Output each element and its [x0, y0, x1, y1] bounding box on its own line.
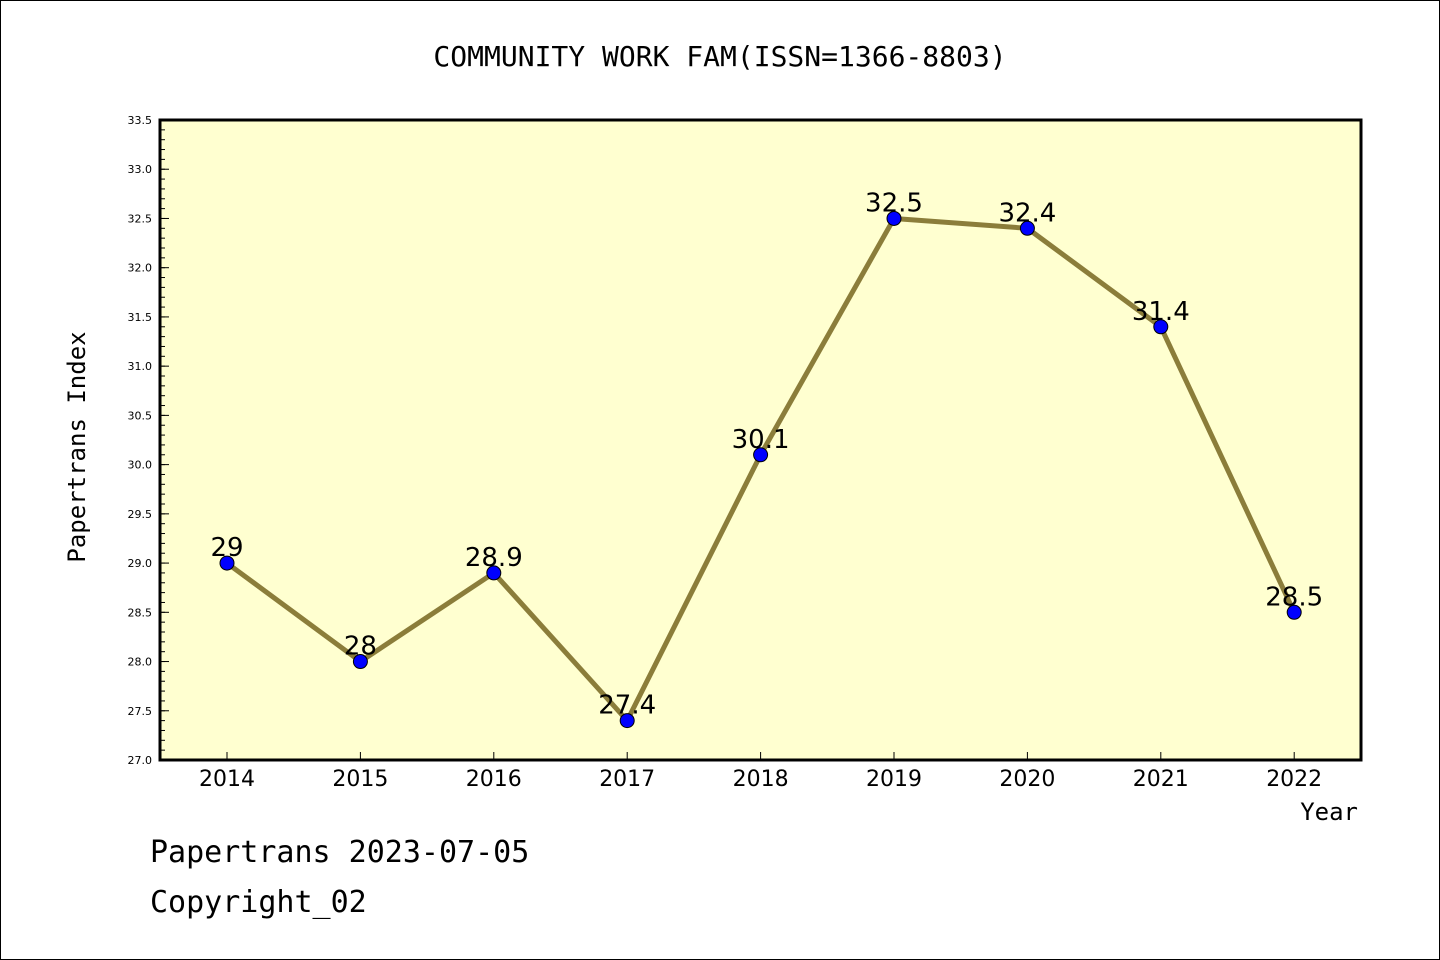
- y-tick-label: 32.0: [128, 262, 153, 275]
- y-tick-label: 28.5: [128, 606, 153, 619]
- data-point: [619, 713, 635, 729]
- plot-area: [158, 118, 1363, 762]
- data-label: 28.9: [465, 543, 523, 573]
- data-point: [219, 555, 235, 571]
- x-tick-label: 2019: [866, 767, 922, 792]
- x-tick-label: 2022: [1266, 767, 1322, 792]
- data-label: 30.1: [732, 425, 790, 455]
- y-tick-label: 27.5: [128, 705, 153, 718]
- y-tick-label: 30.5: [128, 409, 153, 422]
- data-point: [486, 565, 502, 581]
- y-tick-label: 29.0: [128, 557, 153, 570]
- y-tick-label: 31.5: [128, 311, 153, 324]
- footer-date: Papertrans 2023-07-05: [150, 835, 530, 870]
- x-tick-label: 2020: [999, 767, 1055, 792]
- x-axis-label: Year: [1300, 798, 1358, 826]
- x-tick-label: 2015: [332, 767, 388, 792]
- data-point: [1153, 319, 1169, 335]
- y-tick-label: 29.5: [128, 508, 153, 521]
- data-point: [1286, 604, 1302, 620]
- data-label: 29: [210, 533, 243, 563]
- data-point: [753, 447, 769, 463]
- data-label: 27.4: [598, 691, 656, 721]
- data-label: 28: [344, 632, 377, 662]
- y-axis-ticks: 27.0 27.5 28.0 28.5 29.0 29.5 30.0 30.5 31.0 31.5…: [128, 114, 169, 767]
- footer-copyright: Copyright_02: [150, 885, 367, 920]
- x-axis-ticks: 2014 2015 2016 2017 2018 2019 2020 2021 2022: [199, 752, 1322, 792]
- data-label: 32.5: [865, 188, 923, 218]
- x-tick-label: 2017: [599, 767, 655, 792]
- x-tick-label: 2018: [733, 767, 789, 792]
- y-tick-label: 33.5: [128, 114, 153, 127]
- data-point: [1019, 220, 1035, 236]
- chart-title: COMMUNITY WORK FAM(ISSN=1366-8803): [433, 40, 1006, 73]
- x-tick-label: 2014: [199, 767, 255, 792]
- x-tick-label: 2016: [466, 767, 522, 792]
- y-tick-label: 27.0: [128, 754, 153, 767]
- y-axis-label: Papertrans Index: [63, 331, 91, 562]
- series-group: 29 28 28.9 27.4 30.1 32.5 32.4 31.4 28.5: [210, 188, 1323, 729]
- data-point: [886, 210, 902, 226]
- y-tick-label: 33.0: [128, 163, 153, 176]
- y-tick-label: 30.0: [128, 459, 153, 472]
- y-tick-label: 28.0: [128, 656, 153, 669]
- y-tick-label: 31.0: [128, 360, 153, 373]
- y-tick-label: 32.5: [128, 212, 153, 225]
- x-tick-label: 2021: [1133, 767, 1189, 792]
- data-label: 32.4: [998, 198, 1056, 228]
- data-point: [352, 654, 368, 670]
- data-label: 31.4: [1132, 297, 1190, 327]
- data-label: 28.5: [1265, 582, 1323, 612]
